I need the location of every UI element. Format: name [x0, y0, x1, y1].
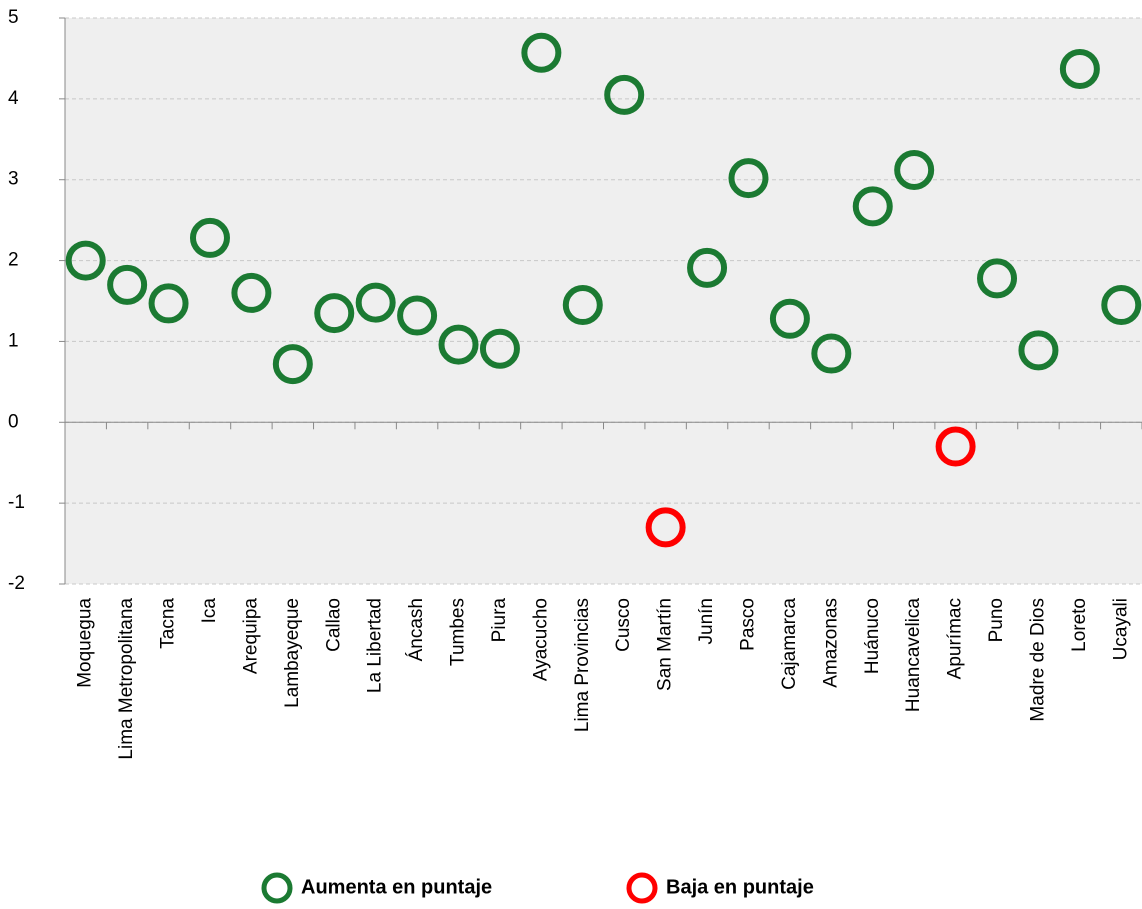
x-tick-label: Ucayali: [1110, 598, 1131, 660]
x-tick-label: Callao: [323, 598, 344, 652]
y-tick-label: 1: [8, 330, 19, 351]
x-tick-label: Huánuco: [862, 598, 883, 674]
y-tick-label: 4: [8, 88, 19, 109]
y-tick-label: -1: [8, 492, 25, 513]
x-tick-label: Apurímac: [945, 598, 966, 679]
legend-marker: [626, 872, 658, 904]
x-tick-label: Huancavelica: [903, 598, 924, 712]
y-tick-label: 2: [8, 250, 19, 271]
y-tick-label: 5: [8, 7, 19, 28]
x-tick-label: Ayacucho: [530, 598, 551, 681]
marker: [107, 264, 148, 305]
marker: [314, 293, 355, 334]
marker: [645, 507, 686, 548]
x-tick-label: Lima Metropolitana: [116, 598, 137, 760]
marker: [65, 240, 106, 281]
x-tick-label: Amazonas: [820, 598, 841, 688]
y-tick-label: -2: [8, 573, 25, 594]
legend-marker: [261, 872, 293, 904]
marker: [562, 285, 603, 326]
marker: [852, 186, 893, 227]
x-tick-label: Loreto: [1069, 598, 1090, 652]
marker: [769, 298, 810, 339]
x-tick-label: Junín: [696, 598, 717, 644]
marker: [1101, 285, 1142, 326]
x-tick-label: Puno: [986, 598, 1007, 642]
legend-text: Baja en puntaje: [666, 876, 814, 898]
marker: [977, 258, 1018, 299]
y-tick-label: 0: [8, 411, 19, 432]
marker: [811, 333, 852, 374]
x-tick-label: La Libertad: [365, 598, 386, 693]
marker: [189, 217, 230, 258]
x-tick-label: Ica: [199, 598, 220, 624]
marker: [397, 295, 438, 336]
x-tick-label: Arequipa: [240, 598, 261, 674]
marker: [272, 344, 313, 385]
plot-area: [65, 18, 1142, 584]
marker: [231, 272, 272, 313]
marker: [1059, 48, 1100, 89]
marker: [935, 426, 976, 467]
x-tick-label: Tumbes: [448, 598, 469, 666]
marker: [687, 247, 728, 288]
x-tick-label: Madre de Dios: [1027, 598, 1048, 722]
x-tick-label: Tacna: [158, 598, 179, 649]
marker: [521, 32, 562, 73]
x-tick-label: Moquegua: [75, 598, 96, 688]
marker: [1018, 330, 1059, 371]
marker: [438, 324, 479, 365]
x-tick-label: Cusco: [613, 598, 634, 652]
x-tick-label: Lambayeque: [282, 598, 303, 708]
x-tick-label: Lima Provincias: [572, 598, 593, 732]
marker: [728, 158, 769, 199]
marker: [148, 283, 189, 324]
y-tick-label: 3: [8, 169, 19, 190]
x-tick-label: Piura: [489, 598, 510, 643]
marker: [479, 328, 520, 369]
marker: [355, 282, 396, 323]
marker: [894, 150, 935, 191]
legend-text: Aumenta en puntaje: [301, 876, 492, 898]
x-tick-label: Pasco: [737, 598, 758, 651]
x-tick-label: Áncash: [406, 598, 427, 661]
x-tick-label: Cajamarca: [779, 598, 800, 690]
marker: [604, 74, 645, 115]
x-tick-label: San Martín: [655, 598, 676, 691]
